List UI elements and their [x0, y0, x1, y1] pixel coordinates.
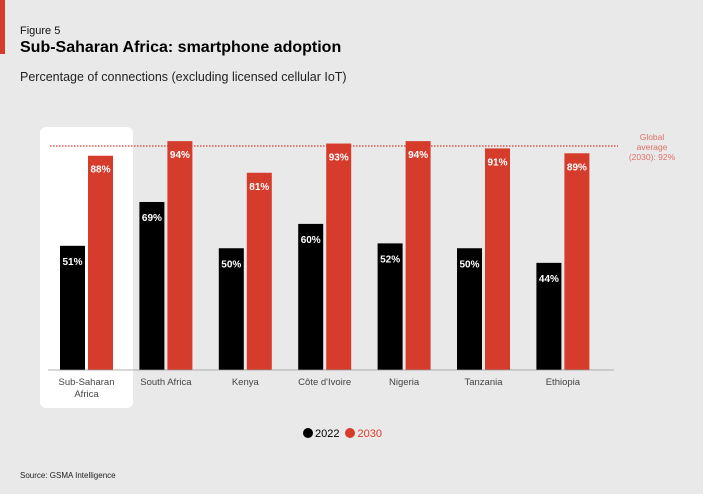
data-label: 51% [62, 257, 82, 268]
bar-2022 [536, 262, 562, 370]
legend-label: 2030 [357, 428, 382, 440]
data-label: 44% [539, 274, 559, 285]
category-label: Kenya [232, 377, 260, 388]
highlight-box [40, 127, 133, 408]
bar-2022 [139, 201, 165, 370]
category-label: Nigeria [389, 377, 420, 388]
chart-title: Sub-Saharan Africa: smartphone adoption [20, 39, 342, 56]
data-label: 94% [408, 150, 428, 161]
accent-bar [0, 0, 5, 54]
data-label: 81% [249, 182, 269, 193]
data-label: 50% [459, 259, 479, 270]
bar-2030 [405, 141, 431, 370]
category-label: Tanzania [464, 377, 503, 388]
data-label: 60% [301, 235, 321, 246]
category-label: Ethiopia [546, 377, 581, 388]
bar-2030 [326, 143, 352, 370]
figure-label: Figure 5 [20, 25, 61, 37]
data-label: 52% [380, 254, 400, 265]
category-label: South Africa [140, 377, 192, 388]
bar-2022 [60, 245, 85, 370]
chart-subtitle: Percentage of connections (excluding lic… [20, 70, 347, 84]
legend-item-2030: 2030 [345, 428, 382, 440]
category-label: Sub-Saharan [59, 377, 115, 388]
data-label: 94% [170, 150, 190, 161]
legend-item-2022: 2022 [303, 428, 339, 440]
legend: 2022 2030 [303, 428, 382, 440]
bar-2022 [218, 248, 244, 370]
source-note: Source: GSMA Intelligence [20, 471, 116, 480]
legend-label: 2022 [315, 428, 340, 440]
reference-label: (2030): 92% [629, 152, 676, 162]
reference-label: average [637, 142, 668, 152]
legend-dot-2022 [303, 428, 313, 438]
legend-dot-2030 [345, 428, 356, 438]
category-label: Côte d'Ivoire [298, 377, 351, 388]
data-label: 89% [567, 162, 587, 173]
bar-2030 [167, 141, 193, 370]
bar-2030 [88, 155, 113, 370]
bar-2030 [485, 148, 510, 370]
data-label: 50% [221, 259, 241, 270]
data-label: 88% [90, 165, 110, 176]
data-label: 93% [329, 153, 349, 164]
category-label: Africa [74, 389, 99, 400]
data-label: 69% [142, 213, 162, 224]
bar-2030 [246, 172, 272, 370]
bar-2030 [564, 153, 590, 370]
bar-2022 [457, 248, 482, 370]
bar-2022 [298, 223, 324, 370]
reference-label: Global [640, 132, 665, 142]
bar-2022 [377, 243, 403, 370]
data-label: 91% [487, 157, 507, 168]
